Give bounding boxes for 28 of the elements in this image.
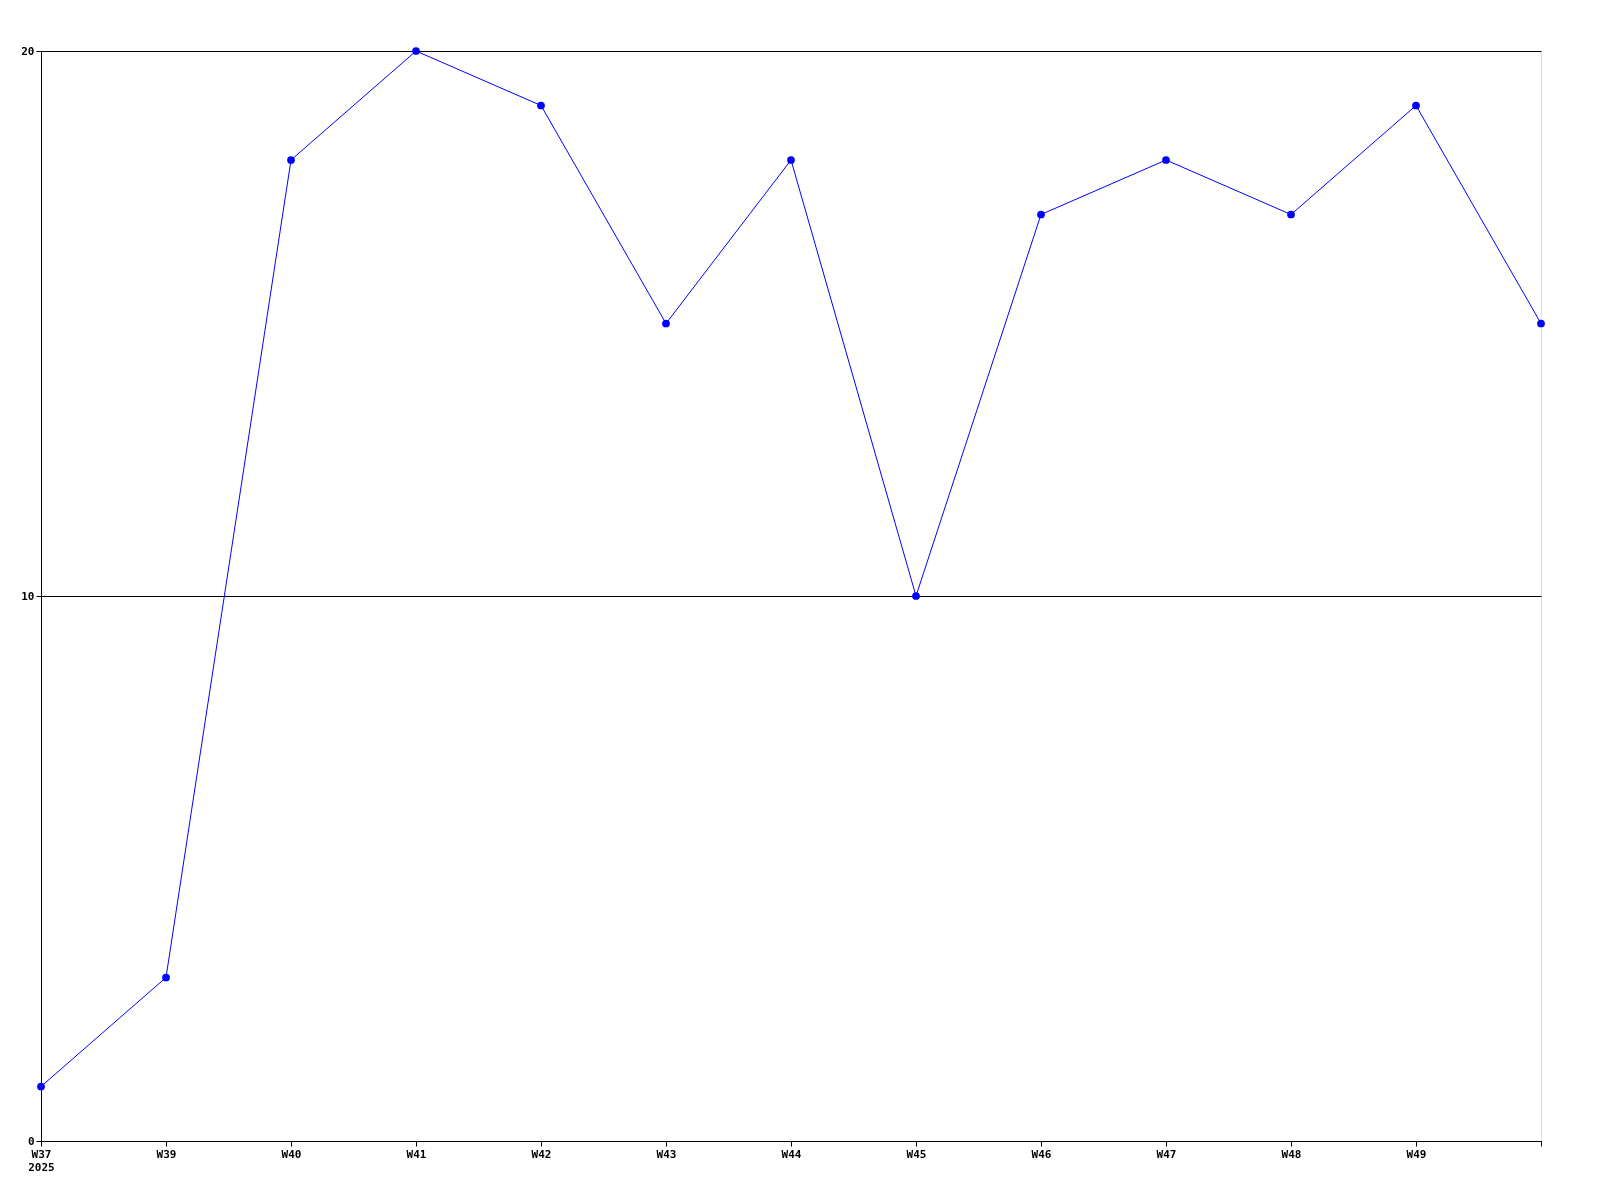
point [537,101,545,110]
y-tick-label: 20 [21,44,35,58]
point [287,156,295,164]
point [162,973,170,982]
x-tick-label: W49 [1406,1147,1427,1161]
x-tick-label: W48 [1281,1147,1302,1161]
point [787,156,795,164]
point [37,1082,45,1091]
point [1162,156,1170,164]
x-tick-label: W46 [1031,1147,1052,1161]
y-tick-label: 0 [27,1134,35,1148]
x-tick-label: W47 [1156,1147,1177,1161]
x-tick-label: W45 [906,1147,927,1161]
x-tick-label: W41 [406,1147,427,1161]
point [662,319,670,328]
x-tick-label: W40 [281,1147,302,1161]
x-tick-label: W43 [656,1147,677,1161]
point [412,47,420,55]
point [1537,319,1545,328]
point [912,592,920,600]
x-tick-label: W39 [156,1147,177,1161]
point [1412,101,1420,110]
point [1037,210,1045,219]
x-tick-label: W44 [781,1147,802,1161]
x-tick-label: W37 2025 [28,1147,55,1174]
point [1287,210,1295,219]
x-tick-label: W42 [531,1147,552,1161]
y-tick-label: 10 [21,589,35,603]
